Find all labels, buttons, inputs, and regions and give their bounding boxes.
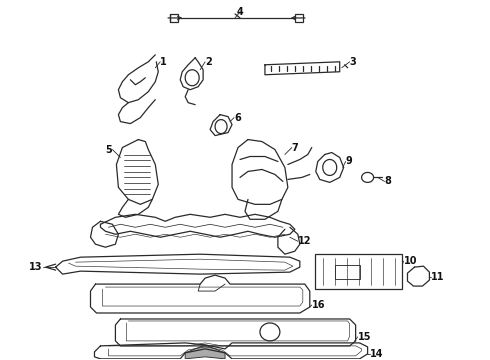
Text: 8: 8	[385, 176, 392, 186]
Text: 2: 2	[205, 57, 212, 67]
Text: 15: 15	[358, 332, 371, 342]
Text: 13: 13	[29, 262, 43, 272]
Bar	[295, 14, 303, 22]
Text: 5: 5	[106, 144, 112, 154]
Text: 10: 10	[403, 256, 417, 266]
Text: 14: 14	[369, 349, 383, 359]
Text: 12: 12	[298, 236, 311, 246]
Polygon shape	[185, 345, 225, 359]
Text: 4: 4	[237, 7, 244, 17]
Text: 9: 9	[345, 157, 352, 166]
Bar	[315, 254, 402, 289]
Bar	[170, 14, 178, 22]
Text: 1: 1	[160, 57, 167, 67]
Text: 3: 3	[350, 57, 356, 67]
Bar	[335, 265, 360, 279]
Text: 7: 7	[292, 143, 298, 153]
Text: 6: 6	[234, 113, 241, 123]
Text: 11: 11	[431, 272, 445, 282]
Text: 16: 16	[312, 300, 325, 310]
